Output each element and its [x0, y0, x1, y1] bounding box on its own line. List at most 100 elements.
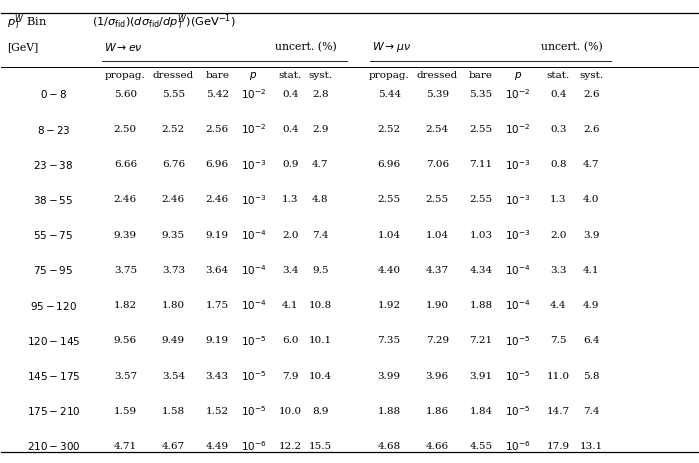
Text: 1.90: 1.90 [426, 301, 449, 310]
Text: 5.55: 5.55 [161, 90, 185, 99]
Text: uncert. (%): uncert. (%) [542, 42, 603, 53]
Text: bare: bare [206, 71, 229, 81]
Text: 4.34: 4.34 [470, 266, 493, 275]
Text: 0.9: 0.9 [282, 160, 298, 169]
Text: 3.75: 3.75 [114, 266, 137, 275]
Text: 2.46: 2.46 [161, 195, 185, 205]
Text: 9.35: 9.35 [161, 231, 185, 240]
Text: $10^{-2}$: $10^{-2}$ [240, 123, 266, 137]
Text: 15.5: 15.5 [309, 442, 332, 451]
Text: 10.4: 10.4 [309, 371, 332, 381]
Text: 1.75: 1.75 [206, 301, 229, 310]
Text: 3.4: 3.4 [282, 266, 298, 275]
Text: $10^{-6}$: $10^{-6}$ [240, 439, 266, 453]
Text: 5.60: 5.60 [114, 90, 137, 99]
Text: 2.0: 2.0 [282, 231, 298, 240]
Text: 1.3: 1.3 [550, 195, 567, 205]
Text: 2.55: 2.55 [426, 195, 449, 205]
Text: 10.0: 10.0 [279, 407, 302, 416]
Text: 7.06: 7.06 [426, 160, 449, 169]
Text: 3.96: 3.96 [426, 371, 449, 381]
Text: 7.4: 7.4 [312, 231, 329, 240]
Text: syst.: syst. [308, 71, 332, 81]
Text: $10^{-3}$: $10^{-3}$ [505, 228, 531, 242]
Text: 2.46: 2.46 [206, 195, 229, 205]
Text: 9.5: 9.5 [312, 266, 329, 275]
Text: 2.9: 2.9 [312, 125, 329, 134]
Text: 5.8: 5.8 [583, 371, 599, 381]
Text: 10.1: 10.1 [309, 336, 332, 345]
Text: 5.44: 5.44 [377, 90, 401, 99]
Text: 3.91: 3.91 [470, 371, 493, 381]
Text: 17.9: 17.9 [547, 442, 570, 451]
Text: 4.68: 4.68 [377, 442, 401, 451]
Text: $W \rightarrow \mu\nu$: $W \rightarrow \mu\nu$ [373, 40, 411, 55]
Text: 4.7: 4.7 [583, 160, 599, 169]
Text: $10^{-3}$: $10^{-3}$ [240, 193, 266, 207]
Text: 6.4: 6.4 [583, 336, 599, 345]
Text: $10^{-5}$: $10^{-5}$ [505, 334, 531, 348]
Text: 2.6: 2.6 [583, 90, 599, 99]
Text: 2.52: 2.52 [161, 125, 185, 134]
Text: 9.19: 9.19 [206, 231, 229, 240]
Text: 7.11: 7.11 [470, 160, 493, 169]
Text: $10^{-3}$: $10^{-3}$ [505, 158, 531, 172]
Text: 1.86: 1.86 [426, 407, 449, 416]
Text: 9.19: 9.19 [206, 336, 229, 345]
Text: 2.8: 2.8 [312, 90, 329, 99]
Text: 7.4: 7.4 [583, 407, 599, 416]
Text: $10^{-5}$: $10^{-5}$ [240, 404, 266, 418]
Text: syst.: syst. [579, 71, 603, 81]
Text: stat.: stat. [547, 71, 570, 81]
Text: 2.54: 2.54 [426, 125, 449, 134]
Text: 1.52: 1.52 [206, 407, 229, 416]
Text: 0.4: 0.4 [282, 125, 298, 134]
Text: propag.: propag. [369, 71, 410, 81]
Text: $10^{-4}$: $10^{-4}$ [505, 263, 531, 277]
Text: 0.4: 0.4 [550, 90, 567, 99]
Text: $10^{-5}$: $10^{-5}$ [505, 369, 531, 383]
Text: 3.64: 3.64 [206, 266, 229, 275]
Text: 4.8: 4.8 [312, 195, 329, 205]
Text: $10^{-2}$: $10^{-2}$ [505, 88, 531, 101]
Text: 4.9: 4.9 [583, 301, 599, 310]
Text: 4.37: 4.37 [426, 266, 449, 275]
Text: 9.39: 9.39 [114, 231, 137, 240]
Text: 6.0: 6.0 [282, 336, 298, 345]
Text: $75-95$: $75-95$ [34, 264, 74, 276]
Text: 1.82: 1.82 [114, 301, 137, 310]
Text: 1.88: 1.88 [470, 301, 493, 310]
Text: 2.52: 2.52 [377, 125, 401, 134]
Text: 1.88: 1.88 [377, 407, 401, 416]
Text: 1.92: 1.92 [377, 301, 401, 310]
Text: 4.49: 4.49 [206, 442, 229, 451]
Text: dressed: dressed [417, 71, 458, 81]
Text: $23-38$: $23-38$ [34, 159, 74, 171]
Text: 11.0: 11.0 [547, 371, 570, 381]
Text: 6.96: 6.96 [377, 160, 401, 169]
Text: $10^{-4}$: $10^{-4}$ [240, 263, 266, 277]
Text: 3.73: 3.73 [161, 266, 185, 275]
Text: 1.59: 1.59 [114, 407, 137, 416]
Text: $10^{-3}$: $10^{-3}$ [240, 158, 266, 172]
Text: 8.9: 8.9 [312, 407, 329, 416]
Text: $145-175$: $145-175$ [27, 370, 80, 382]
Text: 5.35: 5.35 [470, 90, 493, 99]
Text: dressed: dressed [152, 71, 194, 81]
Text: 3.57: 3.57 [114, 371, 137, 381]
Text: 3.9: 3.9 [583, 231, 599, 240]
Text: $10^{-2}$: $10^{-2}$ [505, 123, 531, 137]
Text: 1.80: 1.80 [161, 301, 185, 310]
Text: 0.8: 0.8 [550, 160, 567, 169]
Text: $10^{-2}$: $10^{-2}$ [240, 88, 266, 101]
Text: bare: bare [469, 71, 493, 81]
Text: 7.29: 7.29 [426, 336, 449, 345]
Text: $p$: $p$ [250, 70, 257, 82]
Text: $38-55$: $38-55$ [34, 194, 74, 206]
Text: 12.2: 12.2 [279, 442, 302, 451]
Text: 2.46: 2.46 [114, 195, 137, 205]
Text: 0.3: 0.3 [550, 125, 567, 134]
Text: 2.56: 2.56 [206, 125, 229, 134]
Text: 4.1: 4.1 [282, 301, 298, 310]
Text: $10^{-4}$: $10^{-4}$ [240, 299, 266, 313]
